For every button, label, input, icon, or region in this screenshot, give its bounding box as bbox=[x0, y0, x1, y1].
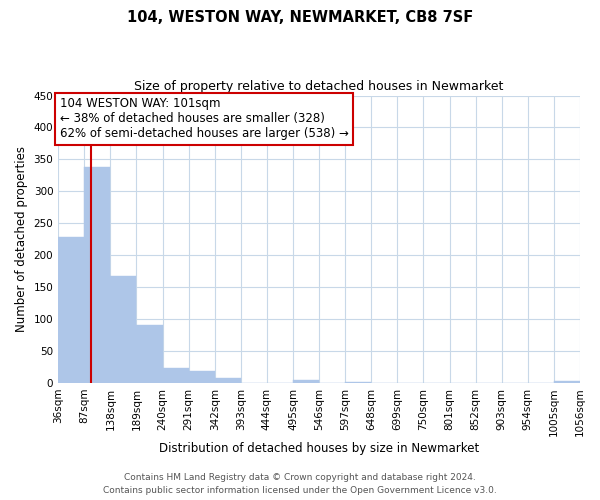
Bar bbox=[136, 326, 163, 383]
Y-axis label: Number of detached properties: Number of detached properties bbox=[15, 146, 28, 332]
Text: 104 WESTON WAY: 101sqm
← 38% of detached houses are smaller (328)
62% of semi-de: 104 WESTON WAY: 101sqm ← 38% of detached… bbox=[60, 98, 349, 140]
Bar bbox=[163, 368, 188, 383]
Text: Contains HM Land Registry data © Crown copyright and database right 2024.
Contai: Contains HM Land Registry data © Crown c… bbox=[103, 474, 497, 495]
Title: Size of property relative to detached houses in Newmarket: Size of property relative to detached ho… bbox=[134, 80, 504, 93]
Bar bbox=[293, 380, 319, 383]
Bar bbox=[58, 238, 84, 383]
Bar bbox=[215, 378, 241, 383]
Bar bbox=[84, 167, 110, 383]
Bar bbox=[188, 372, 215, 383]
Bar bbox=[345, 382, 371, 383]
Bar bbox=[110, 276, 136, 383]
Bar bbox=[554, 381, 580, 383]
Text: 104, WESTON WAY, NEWMARKET, CB8 7SF: 104, WESTON WAY, NEWMARKET, CB8 7SF bbox=[127, 10, 473, 25]
X-axis label: Distribution of detached houses by size in Newmarket: Distribution of detached houses by size … bbox=[159, 442, 479, 455]
